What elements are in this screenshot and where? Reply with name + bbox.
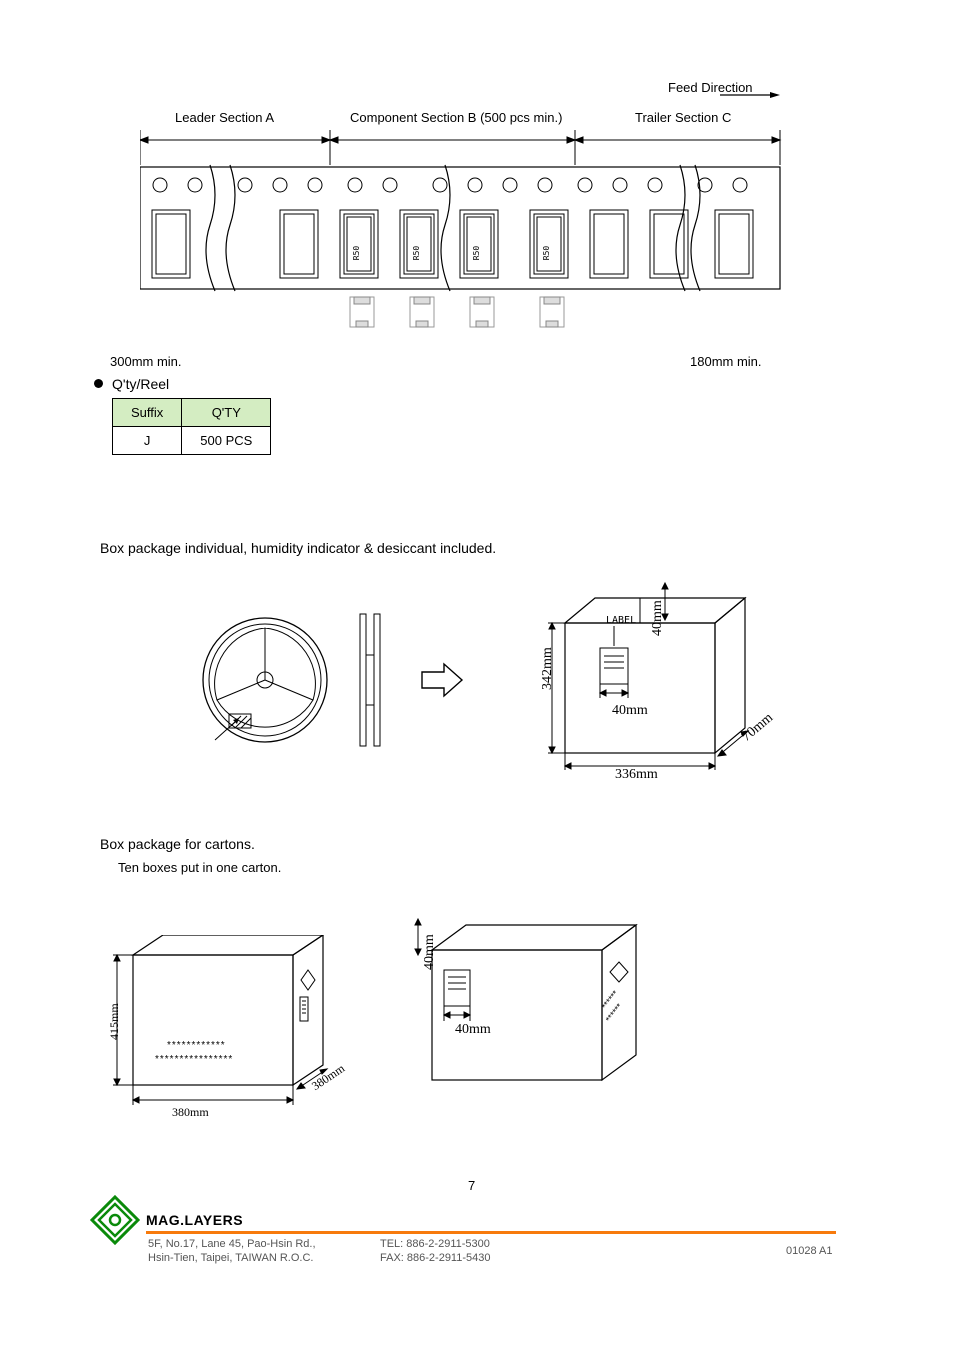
arrow-right-icon <box>420 660 464 700</box>
footer-fax: FAX: 886-2-2911-5430 <box>380 1252 490 1264</box>
leader-section-label: Leader Section A <box>175 110 274 125</box>
svg-text:LABEL: LABEL <box>606 615 636 626</box>
page-number: 7 <box>468 1178 475 1193</box>
carton-w: 380mm <box>172 1105 209 1120</box>
carton-h: 415mm <box>107 1003 122 1040</box>
tape-strip-diagram: R50 R50 R50 R50 <box>140 125 790 345</box>
footer-tel: TEL: 886-2-2911-5300 <box>380 1238 490 1250</box>
carton-label-size-h: 40mm <box>455 1022 491 1038</box>
svg-text:R50: R50 <box>542 246 551 261</box>
qty-bullet <box>94 379 103 388</box>
indiv-box-title: Box package individual, humidity indicat… <box>100 540 496 556</box>
reel-diagram <box>195 610 335 750</box>
carton-label-diagram: ****** ****** <box>400 915 690 1115</box>
indiv-box-h: 342mm <box>540 647 556 690</box>
qty-heading: Q'ty/Reel <box>112 376 169 392</box>
svg-text:************: ************ <box>167 1040 226 1051</box>
indiv-label-size-v: 40mm <box>650 600 666 636</box>
indiv-box-w: 336mm <box>615 767 658 783</box>
carton-title: Box package for cartons. <box>100 836 255 852</box>
footer-rev: 01028 A1 <box>786 1245 833 1257</box>
individual-box-diagram: LABEL <box>540 578 800 778</box>
indiv-label-size-h: 40mm <box>612 703 648 719</box>
table-header-suffix: Suffix <box>113 399 182 427</box>
feed-arrow-icon <box>720 92 780 98</box>
table-cell-qty: 500 PCS <box>182 427 271 455</box>
table-header-qty: Q'TY <box>182 399 271 427</box>
leader-min-label: 300mm min. <box>110 354 182 369</box>
trailer-min-label: 180mm min. <box>690 354 762 369</box>
carton-note: Ten boxes put in one carton. <box>118 860 281 875</box>
qty-reel-table: Suffix Q'TY J 500 PCS <box>112 398 271 455</box>
footer-rule <box>146 1231 836 1234</box>
component-section-label: Component Section B (500 pcs min.) <box>350 110 562 125</box>
footer-addr2: Hsin-Tien, Taipei, TAIWAN R.O.C. <box>148 1252 313 1264</box>
svg-text:R50: R50 <box>352 246 361 261</box>
trailer-section-label: Trailer Section C <box>635 110 731 125</box>
footer-company: MAG.LAYERS <box>146 1212 243 1228</box>
carton-dim-diagram: ************ **************** <box>105 935 365 1125</box>
svg-text:R50: R50 <box>412 246 421 261</box>
svg-text:****************: **************** <box>155 1054 233 1065</box>
footer-addr1: 5F, No.17, Lane 45, Pao-Hsin Rd., <box>148 1238 316 1250</box>
logo-icon <box>90 1195 140 1245</box>
carton-label-size-v: 40mm <box>422 934 438 970</box>
svg-text:R50: R50 <box>472 246 481 261</box>
reel-side-diagram <box>356 613 384 747</box>
table-cell-suffix: J <box>113 427 182 455</box>
